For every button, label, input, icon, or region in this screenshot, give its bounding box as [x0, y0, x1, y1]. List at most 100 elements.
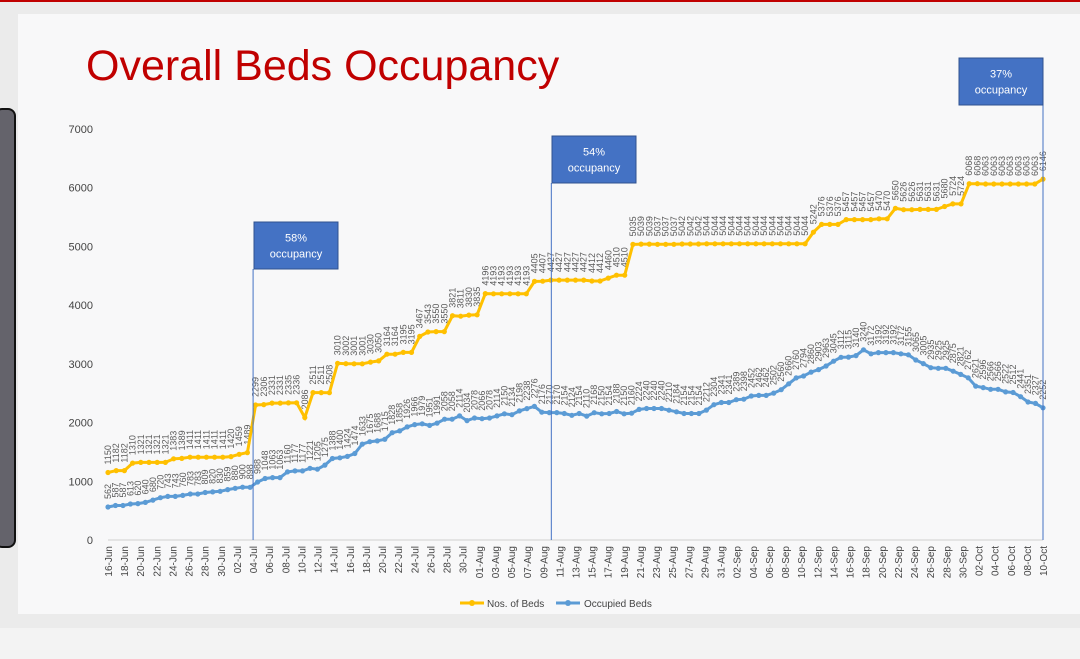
- data-label: 2462: [761, 367, 771, 387]
- data-point-beds: [917, 206, 923, 212]
- data-label: 2566: [993, 361, 1003, 381]
- data-label: 1048: [260, 450, 270, 470]
- data-label: 5044: [800, 216, 810, 236]
- data-point-beds: [736, 241, 743, 247]
- data-point-occupied: [658, 405, 665, 412]
- data-label: 2170: [552, 385, 562, 405]
- data-point-beds: [302, 414, 308, 421]
- data-point-beds: [154, 459, 160, 465]
- data-point-occupied: [860, 347, 867, 353]
- data-point-occupied: [778, 387, 784, 393]
- x-tick-label: 24-Jul: [410, 546, 421, 573]
- data-label: 3155: [903, 327, 913, 347]
- data-label: 3001: [357, 336, 367, 356]
- data-label: 1633: [357, 416, 367, 436]
- data-point-occupied: [838, 354, 844, 360]
- data-label: 2511: [308, 365, 318, 384]
- data-label: 5724: [948, 176, 958, 196]
- data-label: 5044: [759, 216, 769, 236]
- data-point-occupied: [726, 399, 732, 406]
- data-point-beds: [638, 241, 644, 247]
- data-point-beds: [695, 241, 702, 247]
- data-label: 1160: [283, 445, 293, 464]
- x-tick-label: 07-Aug: [523, 546, 534, 578]
- data-label: 2238: [522, 381, 532, 401]
- x-tick-label: 18-Jun: [120, 546, 131, 577]
- data-point-beds: [999, 181, 1005, 187]
- data-label: 2276: [529, 378, 539, 398]
- data-point-beds: [515, 291, 521, 297]
- data-point-occupied: [711, 402, 717, 408]
- callout-text: 58%: [285, 233, 307, 245]
- x-tick-label: 12-Jul: [314, 546, 325, 573]
- data-point-beds: [958, 201, 964, 207]
- data-point-occupied: [561, 410, 567, 417]
- data-point-occupied: [808, 369, 814, 375]
- data-point-occupied: [374, 438, 380, 444]
- data-label: 2462: [754, 367, 764, 387]
- data-label: 5680: [940, 178, 950, 198]
- data-point-beds: [179, 455, 185, 461]
- data-label: 6063: [1022, 156, 1032, 176]
- data-label: 1688: [372, 413, 382, 433]
- data-label: 2389: [731, 372, 741, 392]
- side-panel-handle[interactable]: [0, 108, 16, 548]
- data-point-beds: [220, 454, 226, 460]
- data-label: 5044: [767, 216, 777, 236]
- data-label: 859: [223, 467, 233, 482]
- legend-marker-occupied: [565, 600, 571, 606]
- data-label: 2335: [283, 375, 293, 395]
- data-label: 1459: [234, 426, 244, 446]
- data-label: 5457: [841, 192, 851, 212]
- data-label: 2154: [686, 385, 696, 405]
- data-label: 3001: [349, 336, 359, 356]
- data-point-occupied: [187, 491, 193, 497]
- data-point-occupied: [501, 411, 507, 417]
- data-label: 5044: [735, 216, 745, 236]
- data-point-beds: [523, 291, 529, 297]
- data-label: 1489: [242, 425, 252, 445]
- data-point-beds: [802, 241, 808, 247]
- data-label: 4427: [579, 252, 589, 272]
- data-point-occupied: [890, 350, 897, 356]
- data-label: 1966: [410, 397, 420, 417]
- data-point-occupied: [673, 409, 680, 415]
- data-point-occupied: [546, 410, 552, 416]
- data-point-beds: [1007, 181, 1013, 187]
- data-point-occupied: [382, 436, 388, 442]
- slide-canvas: [18, 14, 1080, 614]
- data-label: 3115: [844, 330, 854, 349]
- data-label: 3240: [859, 322, 869, 342]
- data-point-occupied: [823, 363, 829, 369]
- data-label: 1951: [425, 397, 435, 417]
- data-label: 3002: [341, 336, 351, 356]
- data-label: 5042: [677, 216, 687, 236]
- data-point-occupied: [801, 373, 807, 379]
- data-point-beds: [884, 216, 890, 222]
- data-point-occupied: [516, 408, 523, 414]
- x-tick-label: 16-Sep: [846, 546, 857, 579]
- data-label: 4407: [538, 253, 548, 273]
- data-point-beds: [343, 361, 349, 367]
- x-tick-label: 10-Sep: [797, 546, 808, 579]
- data-point-occupied: [591, 410, 597, 416]
- data-point-beds: [843, 217, 849, 223]
- x-tick-label: 28-Jun: [201, 546, 212, 577]
- legend-label-occupied: Occupied Beds: [584, 599, 652, 610]
- data-label: 2963: [821, 338, 831, 358]
- data-label: 3192: [881, 325, 891, 345]
- data-point-occupied: [262, 475, 268, 482]
- data-point-occupied: [314, 466, 320, 472]
- occupancy-callout: [958, 57, 1044, 106]
- x-tick-label: 22-Jul: [394, 546, 405, 573]
- data-point-beds: [130, 460, 136, 466]
- data-point-beds: [228, 454, 234, 460]
- x-tick-label: 28-Jul: [443, 546, 454, 573]
- data-label: 1715: [380, 411, 390, 431]
- data-label: 2240: [642, 380, 652, 400]
- data-point-occupied: [531, 403, 538, 409]
- x-tick-label: 19-Aug: [620, 546, 631, 578]
- x-tick-label: 23-Aug: [652, 546, 663, 578]
- data-label: 613: [125, 481, 135, 496]
- data-label: 2398: [739, 371, 749, 391]
